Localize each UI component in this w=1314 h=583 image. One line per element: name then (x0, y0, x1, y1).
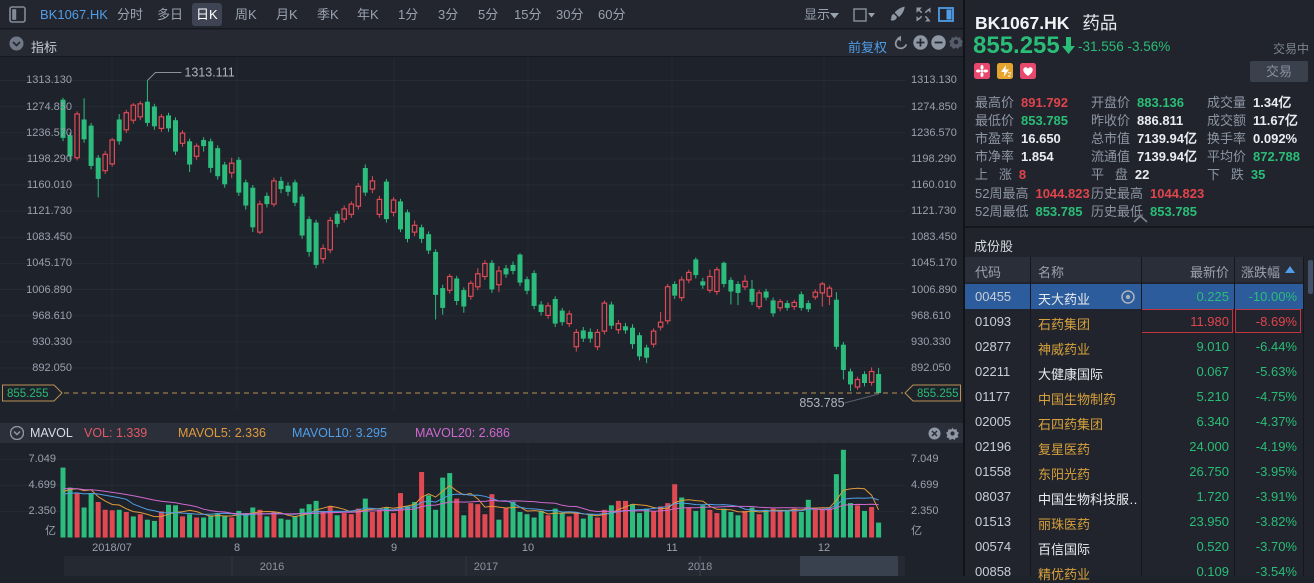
svg-text:855.255: 855.255 (7, 388, 49, 400)
svg-text:2016: 2016 (260, 561, 284, 573)
svg-text:853.785: 853.785 (799, 396, 844, 410)
svg-text:2017: 2017 (474, 561, 498, 573)
svg-text:1313.111: 1313.111 (184, 66, 234, 80)
svg-text:855.255: 855.255 (917, 388, 959, 400)
svg-text:2: 2 (1008, 72, 1012, 79)
svg-text:2018: 2018 (688, 561, 712, 573)
